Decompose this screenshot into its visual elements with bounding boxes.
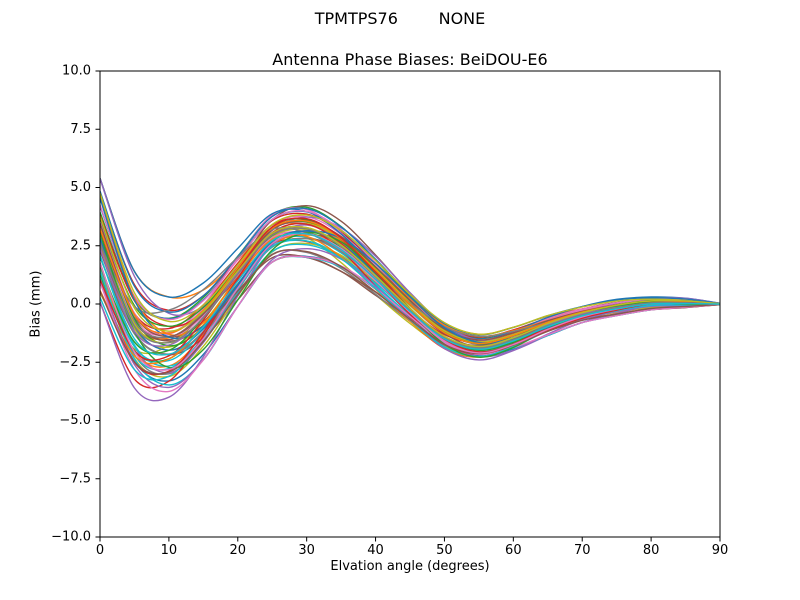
- x-tick-label: 60: [505, 543, 522, 558]
- figure-suptitle: TPMTPS76 NONE: [314, 9, 486, 28]
- x-tick-label: 0: [96, 543, 104, 558]
- bias-curve: [100, 255, 720, 393]
- bias-curve: [100, 215, 720, 348]
- x-axis-label: Elvation angle (degrees): [330, 559, 490, 574]
- y-tick-label: −2.5: [59, 355, 91, 370]
- bias-curve: [100, 221, 720, 352]
- bias-curve: [100, 249, 720, 375]
- y-tick-label: 5.0: [70, 180, 91, 195]
- x-tick-label: 50: [436, 543, 453, 558]
- x-tick-label: 80: [643, 543, 660, 558]
- x-tick-label: 10: [161, 543, 178, 558]
- y-tick-label: −10.0: [51, 530, 91, 545]
- x-tick-label: 30: [298, 543, 315, 558]
- x-tick-label: 70: [574, 543, 591, 558]
- bias-curve: [100, 192, 720, 336]
- y-tick-label: 0.0: [70, 297, 91, 312]
- x-tick-label: 40: [367, 543, 384, 558]
- y-tick-label: −5.0: [59, 413, 91, 428]
- x-tick-label: 20: [230, 543, 247, 558]
- y-axis-label: Bias (mm): [28, 270, 44, 338]
- bias-curve: [100, 232, 720, 356]
- y-tick-label: 10.0: [62, 64, 91, 79]
- y-tick-label: −7.5: [59, 471, 91, 486]
- axes-title: Antenna Phase Biases: BeiDOU-E6: [272, 50, 548, 69]
- x-tick-label: 90: [712, 543, 729, 558]
- series-group: [100, 177, 720, 402]
- y-tick-label: 2.5: [70, 238, 91, 253]
- bias-curve: [100, 227, 720, 349]
- y-tick-label: 7.5: [70, 122, 91, 137]
